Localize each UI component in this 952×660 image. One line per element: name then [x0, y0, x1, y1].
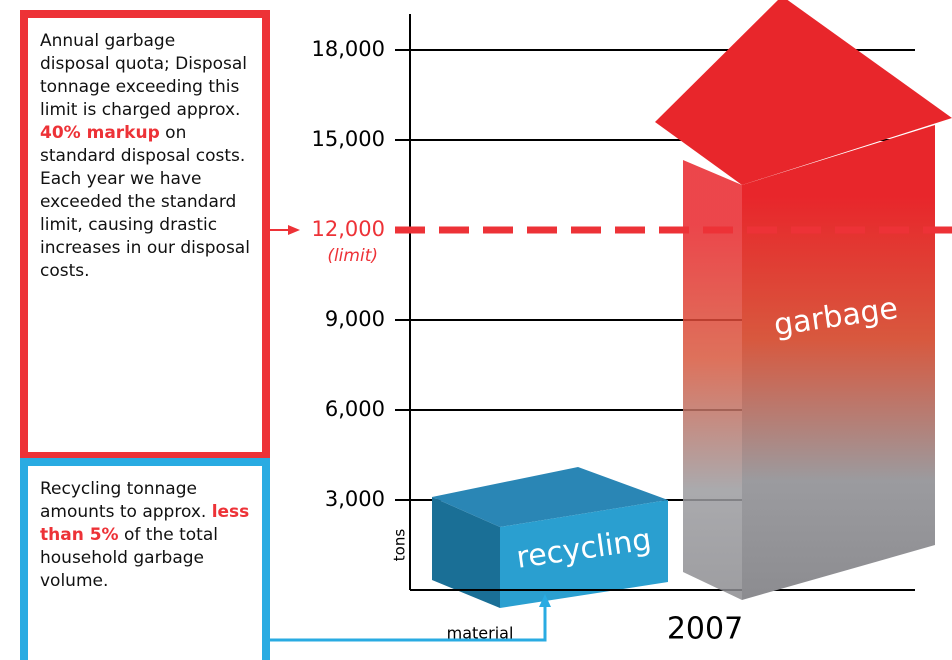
connector: [262, 605, 547, 642]
bar-head: [655, 0, 952, 185]
y-tick-label: 6,000: [325, 397, 385, 421]
x-category: 2007: [667, 612, 743, 647]
y-tick-label: 18,000: [312, 37, 385, 61]
note-text: Recycling tonnage amounts to approx.: [40, 479, 207, 522]
y-tick-label: 15,000: [312, 127, 385, 151]
bar: [500, 500, 668, 608]
bar-top: [432, 467, 668, 527]
note-text: on standard disposal costs. Each year we…: [40, 123, 250, 281]
x-axis-label: material: [447, 624, 514, 643]
y-tick-label: 9,000: [325, 307, 385, 331]
note-text: Disposal tonnage exceeding this limit is…: [40, 54, 248, 120]
bar-side: [683, 160, 742, 600]
y-tick-label: 12,000: [312, 217, 385, 241]
bar: [742, 125, 935, 600]
note-highlight: less than 5%: [40, 502, 250, 545]
note-highlight: 40% markup: [40, 123, 160, 143]
limit-note: (limit): [327, 246, 378, 266]
bar-side: [432, 497, 500, 608]
note-text: of the total household garbage volume.: [40, 525, 218, 591]
y-tick-label: 3,000: [325, 487, 385, 511]
arrowhead: [539, 594, 551, 607]
note-text: Annual garbage disposal quota;: [40, 31, 176, 74]
quota-note: Annual garbage disposal quota; Disposal …: [20, 10, 270, 460]
recycling-note: Recycling tonnage amounts to approx. les…: [20, 458, 270, 660]
arrowhead: [288, 225, 300, 235]
y-axis-label: tons: [391, 529, 409, 562]
